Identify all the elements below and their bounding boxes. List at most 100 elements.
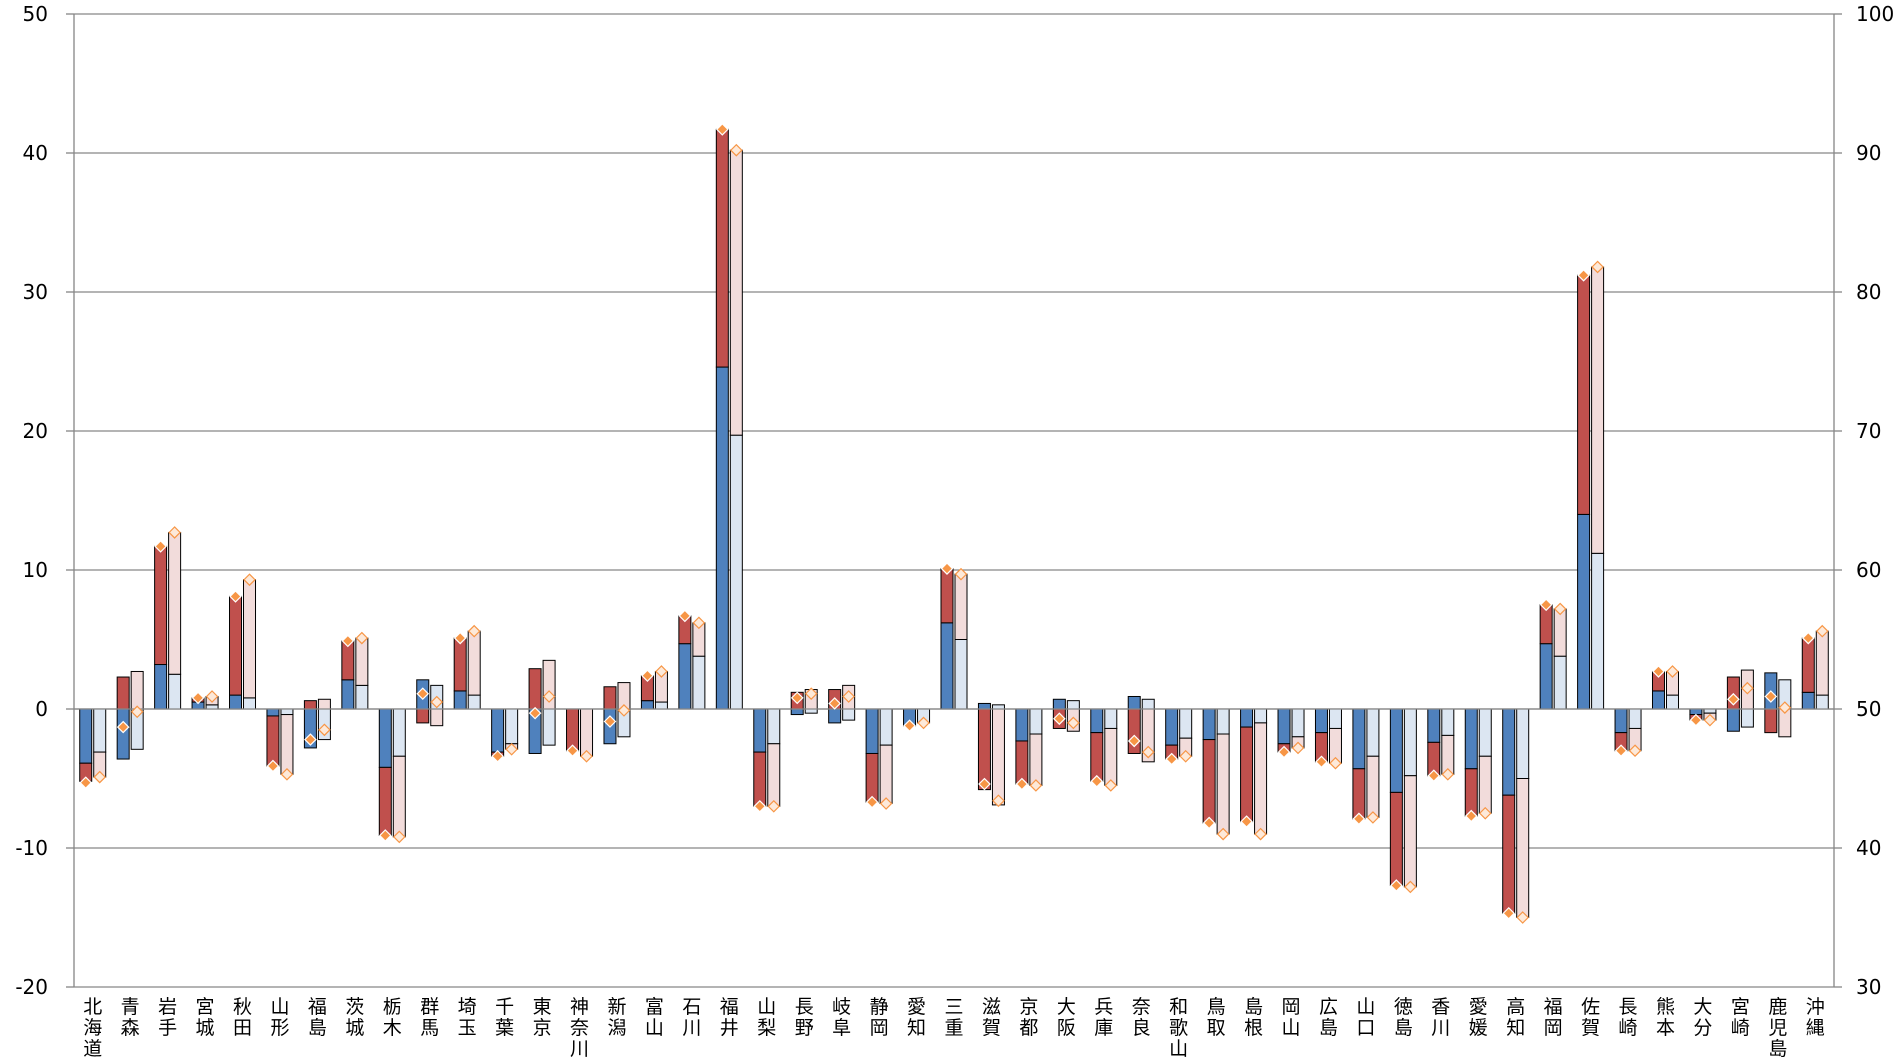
x-tick-label: 岡	[1544, 1017, 1563, 1039]
x-tick-label: 京	[1019, 996, 1038, 1018]
bar-light-blue	[1591, 552, 1605, 710]
bar-blue	[1277, 708, 1291, 745]
bar-light-blue	[1291, 708, 1305, 738]
bar-red	[453, 637, 467, 692]
marker-diamond-hollow	[1179, 749, 1193, 763]
marker-diamond-hollow	[1553, 602, 1567, 616]
bar-blue	[1726, 708, 1740, 732]
bar-light-red	[243, 579, 257, 699]
bar-light-blue	[1104, 708, 1118, 729]
bar-light-red	[1254, 722, 1268, 835]
bar-light-blue	[1328, 708, 1342, 729]
x-tick-label: 形	[270, 1017, 289, 1039]
bar-light-red	[1403, 775, 1417, 888]
bar-light-blue	[1254, 708, 1268, 724]
bar-red	[116, 676, 130, 710]
bar-light-blue	[243, 697, 257, 710]
marker-diamond	[1689, 713, 1703, 727]
marker-diamond-hollow	[1029, 779, 1043, 792]
marker-diamond	[79, 776, 93, 790]
bar-light-red	[1553, 608, 1567, 657]
bar-light-red	[767, 743, 781, 807]
x-tick-label: 山	[757, 996, 776, 1018]
bar-light-red	[392, 755, 406, 838]
y2-tick-label: 40	[1856, 836, 1881, 860]
marker-diamond	[266, 759, 280, 773]
x-tick-label: 愛	[907, 996, 926, 1018]
marker-diamond-hollow	[1478, 806, 1492, 820]
marker-diamond	[1801, 631, 1815, 645]
x-tick-label: 青	[121, 996, 140, 1018]
bar-light-blue	[842, 708, 856, 721]
y2-tick-label: 70	[1856, 419, 1881, 443]
bar-blue	[715, 366, 729, 710]
bar-blue	[1389, 708, 1403, 793]
x-tick-label: 秋	[233, 996, 252, 1018]
marker-diamond-hollow	[692, 616, 706, 630]
x-tick-label: 山	[1282, 1017, 1301, 1039]
x-tick-label: 徳	[1394, 996, 1413, 1018]
marker-diamond-hollow	[580, 749, 593, 763]
marker-diamond-hollow	[1516, 911, 1530, 924]
x-tick-label: 長	[795, 996, 814, 1018]
x-tick-label: 川	[570, 1038, 589, 1059]
x-tick-label: 高	[1506, 996, 1525, 1018]
x-tick-label: 阜	[832, 1017, 851, 1039]
marker-diamond	[978, 777, 991, 791]
axis-labels: 50 100 40 90 30 80 20 70 10 60 0 50 -10 40 -20 30 北海道青森岩…	[15, 2, 1894, 1060]
x-tick-label: 都	[1019, 1017, 1038, 1039]
marker-diamond	[1015, 777, 1029, 791]
marker-diamond-hollow	[355, 631, 369, 645]
bar-light-blue	[767, 708, 781, 745]
marker-diamond-hollow	[1291, 741, 1305, 755]
bar-red	[154, 545, 168, 666]
bar-light-blue	[505, 708, 519, 745]
y-tick-label: 30	[23, 280, 48, 304]
marker-diamond	[1090, 774, 1104, 788]
bar-light-blue	[280, 708, 294, 716]
x-tick-label: 根	[1244, 1017, 1263, 1039]
marker-diamond	[940, 562, 954, 575]
bar-blue	[940, 622, 954, 710]
bar-light-blue	[467, 694, 481, 710]
x-tick-label: 良	[1132, 1017, 1151, 1039]
marker-diamond	[528, 706, 542, 720]
x-tick-label: 大	[1693, 996, 1712, 1018]
bar-light-red	[1591, 266, 1605, 554]
x-tick-label: 重	[944, 1017, 963, 1039]
bar-light-blue	[542, 708, 556, 746]
bar-light-red	[1216, 733, 1230, 835]
bar-red	[603, 686, 617, 710]
x-tick-label: 島	[1244, 996, 1263, 1018]
bar-light-blue	[1179, 708, 1193, 739]
marker-diamond-hollow	[505, 742, 518, 756]
x-tick-label: 庫	[1094, 1017, 1113, 1039]
x-tick-label: 田	[233, 1017, 252, 1039]
bar-light-red	[879, 744, 893, 805]
y-tick-label: 40	[23, 141, 48, 165]
marker-diamond	[1315, 755, 1328, 769]
marker-diamond	[1727, 692, 1740, 706]
bar-red	[1015, 740, 1029, 785]
marker-diamond	[828, 697, 842, 710]
x-tick-label: 知	[907, 1017, 926, 1039]
x-tick-label: 北	[83, 996, 102, 1018]
bar-light-blue	[954, 639, 968, 710]
marker-diamond-hollow	[430, 695, 444, 709]
x-tick-label: 賀	[982, 1017, 1001, 1039]
bar-light-red	[1366, 755, 1380, 818]
x-tick-label: 馬	[420, 1017, 439, 1039]
bar-blue	[1314, 708, 1328, 734]
x-tick-label: 歌	[1169, 1017, 1188, 1039]
marker-diamond-hollow	[767, 799, 781, 813]
bar-blue	[1127, 695, 1141, 710]
bar-light-blue	[729, 434, 743, 710]
x-tick-label: 岩	[158, 996, 177, 1018]
marker-diamond-hollow	[1104, 779, 1118, 792]
marker-diamond	[1652, 665, 1665, 678]
y2-tick-label: 90	[1856, 141, 1881, 165]
bar-light-blue	[692, 655, 706, 710]
x-tick-label: 佐	[1581, 996, 1600, 1018]
marker-diamond-hollow	[617, 704, 631, 717]
marker-diamond	[1427, 769, 1441, 783]
